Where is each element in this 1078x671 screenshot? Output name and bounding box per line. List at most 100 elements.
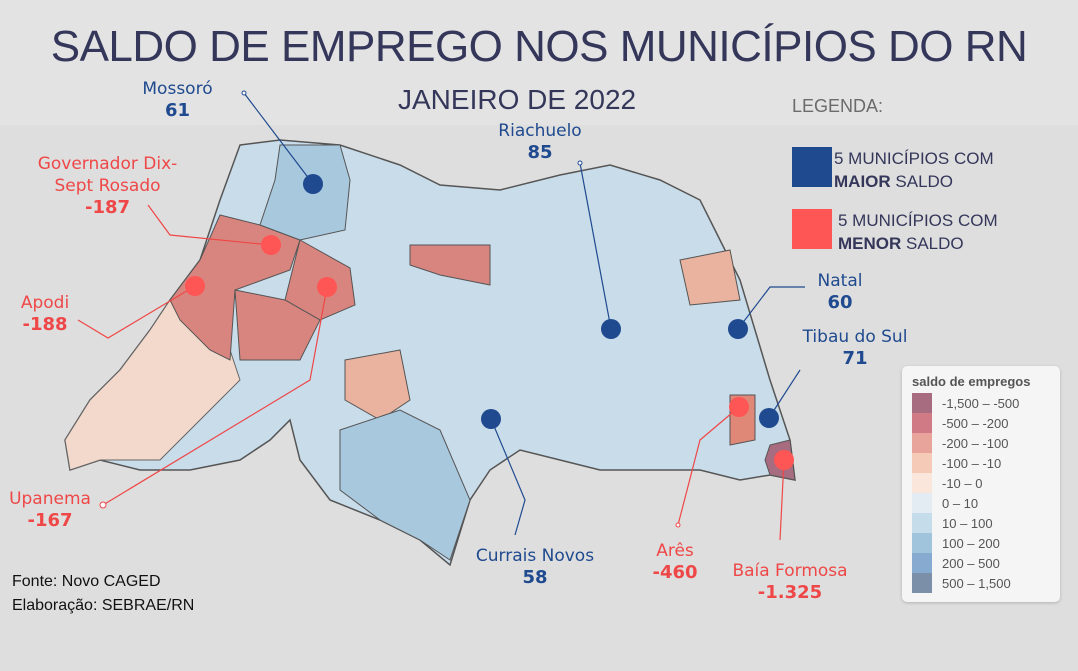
municipality-value: 61 [164, 100, 191, 121]
scale-row: 10 – 100 [902, 513, 1060, 533]
scale-swatch [912, 473, 932, 493]
label-baia-formosa: Baía Formosa -1.325 [715, 560, 865, 604]
scale-label: 200 – 500 [942, 555, 1000, 571]
label-gov-dix-sept: Governador Dix-Sept Rosado -187 [20, 153, 195, 219]
legend-prefix: 5 MUNICÍPIOS COM [834, 149, 994, 168]
scale-label: -1,500 – -500 [942, 395, 1020, 411]
scale-label: -100 – -10 [942, 455, 1002, 471]
municipality-value: 60 [827, 292, 853, 313]
label-apodi: Apodi -188 [5, 292, 85, 336]
leader-end-dot [241, 90, 247, 96]
legend-heading: LEGENDA: [792, 96, 884, 116]
scale-label: -10 – 0 [942, 475, 983, 491]
marker-upanema[interactable] [317, 277, 337, 297]
legend-bold: MAIOR [834, 172, 891, 191]
municipality-value: -188 [22, 314, 68, 335]
legend-item-top: 5 MUNICÍPIOS COM MAIOR SALDO [792, 147, 994, 193]
municipality-name: Natal [817, 271, 863, 291]
scale-row: -1,500 – -500 [902, 393, 1060, 413]
scale-swatch [912, 453, 932, 473]
marker-gov-dix-sept[interactable] [261, 235, 281, 255]
leader-end-dot [577, 160, 583, 166]
legend-bold: MENOR [838, 234, 902, 253]
scale-row: 0 – 10 [902, 493, 1060, 513]
municipality-name: Apodi [20, 293, 70, 313]
marker-ares[interactable] [729, 397, 749, 417]
red-swatch [792, 209, 832, 249]
municipality-name: Currais Novos [475, 546, 595, 566]
scale-label: 0 – 10 [942, 495, 979, 511]
municipality-value: 58 [522, 567, 548, 588]
scale-swatch [912, 413, 932, 433]
legend-suffix: SALDO [890, 172, 954, 191]
scale-row: -200 – -100 [902, 433, 1060, 453]
leader-baia-formosa [779, 459, 785, 541]
page-title: SALDO DE EMPREGO NOS MUNICÍPIOS DO RN [50, 22, 1028, 71]
scale-swatch [912, 573, 932, 593]
label-mossoro: Mossoró 61 [120, 78, 235, 122]
legend-prefix: 5 MUNICÍPIOS COM [838, 211, 998, 230]
scale-row: 100 – 200 [902, 533, 1060, 553]
scale-row: -100 – -10 [902, 453, 1060, 473]
blue-swatch [792, 147, 832, 187]
marker-apodi[interactable] [185, 276, 205, 296]
municipality-value: -187 [84, 197, 131, 218]
scale-row: -10 – 0 [902, 473, 1060, 493]
source-note: Fonte: Novo CAGED Elaboração: SEBRAE/RN [12, 570, 194, 618]
municipality-value: 85 [527, 142, 553, 163]
municipality-name: Mossoró [142, 79, 213, 99]
marker-currais-novos[interactable] [481, 409, 501, 429]
leader-gov-dix-sept [147, 204, 272, 246]
municipality-name: Upanema [9, 489, 91, 509]
label-upanema: Upanema -167 [0, 488, 100, 532]
region-east-orange [679, 249, 741, 306]
municipality-name: Governador Dix-Sept Rosado [37, 154, 178, 196]
color-scale-legend: saldo de empregos -1,500 – -500 -500 – -2… [902, 366, 1060, 602]
municipality-name: Arês [656, 541, 694, 561]
municipality-value: -1.325 [757, 582, 823, 603]
region-upanema [234, 289, 321, 361]
scale-label: -500 – -200 [942, 415, 1009, 431]
legend-item-bottom: 5 MUNICÍPIOS COM MENOR SALDO [792, 209, 998, 255]
leader-apodi [77, 285, 196, 339]
region-south-blue [339, 409, 471, 561]
source-line: Fonte: Novo CAGED [12, 573, 161, 590]
scale-swatch [912, 493, 932, 513]
leader-riachuelo [579, 162, 612, 330]
credit-line: Elaboração: SEBRAE/RN [12, 597, 195, 614]
region-mossoro [259, 144, 351, 241]
scale-swatch [912, 513, 932, 533]
label-currais-novos: Currais Novos 58 [455, 545, 615, 589]
scale-row: 500 – 1,500 [902, 573, 1060, 593]
scale-label: 500 – 1,500 [942, 575, 1011, 591]
scale-row: 200 – 500 [902, 553, 1060, 573]
scale-label: -200 – -100 [942, 435, 1009, 451]
scale-label: 10 – 100 [942, 515, 993, 531]
marker-mossoro[interactable] [303, 174, 323, 194]
header-band [0, 0, 1078, 125]
leader-mossoro [243, 92, 314, 185]
scale-title: saldo de empregos [912, 374, 1031, 389]
label-tibau-do-sul: Tibau do Sul 71 [790, 326, 920, 370]
scale-swatch [912, 553, 932, 573]
scale-swatch [912, 433, 932, 453]
marker-riachuelo[interactable] [601, 319, 621, 339]
scale-row: -500 – -200 [902, 413, 1060, 433]
page-subtitle: JANEIRO DE 2022 [398, 84, 637, 115]
region-center-red [409, 244, 491, 286]
leader-ares [677, 406, 740, 526]
municipality-value: -167 [27, 510, 73, 531]
scale-swatch [912, 533, 932, 553]
marker-tibau-do-sul[interactable] [759, 408, 779, 428]
municipality-value: 71 [842, 348, 868, 369]
marker-baia-formosa[interactable] [774, 450, 794, 470]
marker-natal[interactable] [728, 319, 748, 339]
label-riachuelo: Riachuelo 85 [470, 120, 610, 164]
legend-suffix: SALDO [901, 234, 964, 253]
leader-currais-novos [490, 418, 526, 536]
municipality-value: -460 [652, 562, 698, 583]
label-ares: Arês -460 [640, 540, 710, 584]
scale-label: 100 – 200 [942, 535, 1000, 551]
leader-end-dot [99, 501, 107, 509]
